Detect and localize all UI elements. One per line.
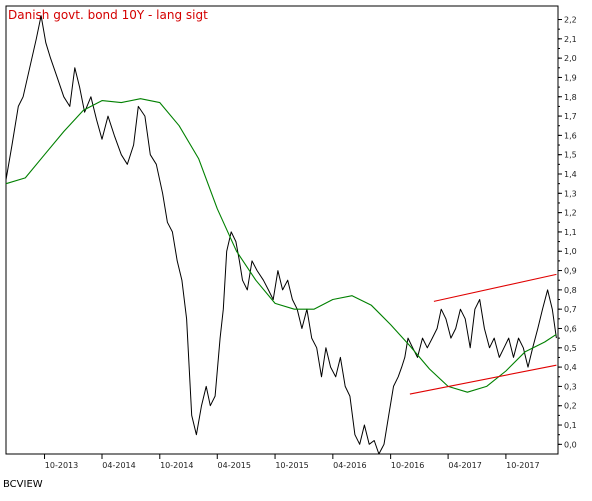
y-tick-label: 0,9 <box>564 267 577 276</box>
y-tick-label: 0,1 <box>564 421 577 430</box>
y-tick-label: 1,9 <box>564 73 577 82</box>
footer-label: BCVIEW <box>3 479 43 490</box>
y-tick-label: 0,2 <box>564 402 577 411</box>
y-tick-label: 0,5 <box>564 344 577 353</box>
y-tick-label: 1,6 <box>564 131 577 140</box>
y-tick-label: 2,0 <box>564 54 577 63</box>
series-line-channel-lower <box>409 364 557 395</box>
y-tick-label: 1,7 <box>564 112 577 121</box>
y-tick-label: 1,2 <box>564 209 577 218</box>
y-tick-label: 1,3 <box>564 189 577 198</box>
x-tick-label: 04-2014 <box>102 461 135 470</box>
x-tick-label: 10-2015 <box>275 461 308 470</box>
y-tick-label: 0,7 <box>564 305 577 314</box>
x-tick-label: 04-2016 <box>333 461 366 470</box>
y-tick-label: 1,1 <box>564 228 577 237</box>
x-tick-label: 10-2014 <box>160 461 193 470</box>
y-tick-label: 0,8 <box>564 286 577 295</box>
y-tick-label: 1,8 <box>564 93 577 102</box>
y-tick-label: 0,6 <box>564 324 577 333</box>
x-tick-label: 04-2017 <box>448 461 481 470</box>
y-tick-label: 1,4 <box>564 170 577 179</box>
y-tick-label: 0,0 <box>564 440 577 449</box>
y-tick-label: 0,4 <box>564 363 577 372</box>
series-line-moving-average <box>5 98 557 393</box>
x-tick-label: 04-2015 <box>218 461 251 470</box>
series-line-channel-upper <box>433 273 557 302</box>
y-tick-label: 2,1 <box>564 35 577 44</box>
series-layer <box>5 15 557 455</box>
y-tick-label: 1,5 <box>564 151 577 160</box>
chart-title: Danish govt. bond 10Y - lang sigt <box>8 8 208 22</box>
plot-frame <box>5 5 559 455</box>
y-tick-label: 1,0 <box>564 247 577 256</box>
y-tick-label: 0,3 <box>564 382 577 391</box>
y-axis: 2,2 2,1 2,0 1,9 1,8 1,7 1,6 1,5 1,4 1,3 1,2 1,1 1,0 0… <box>558 16 577 449</box>
y-tick-label: 2,2 <box>564 16 577 25</box>
x-tick-label: 10-2013 <box>45 461 78 470</box>
series-line-price <box>5 15 557 455</box>
x-tick-label: 10-2016 <box>391 461 424 470</box>
x-tick-label: 10-2017 <box>506 461 539 470</box>
x-axis: 10-2013 04-2014 10-2014 04-2015 10-2015 04-20… <box>44 454 540 470</box>
